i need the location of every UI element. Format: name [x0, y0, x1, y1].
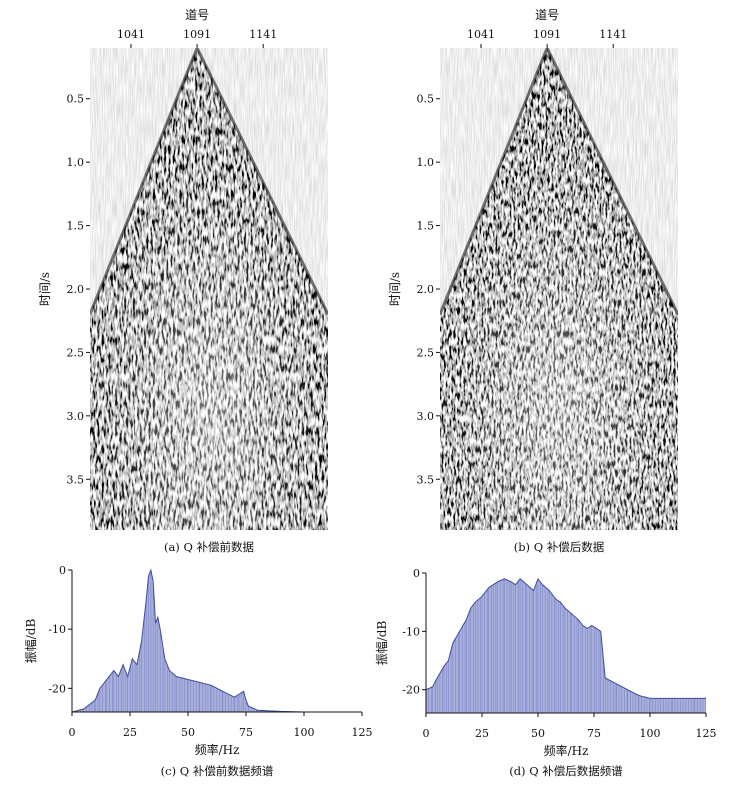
y-tick-label: 0.5 [417, 93, 435, 106]
spectrum-panel-d: 0 25 50 75 100 125 0 -10 -20 振幅/dB 频率/Hz (d) Q 补偿后数… [374, 567, 717, 778]
spectrum-panel-c: 0 25 50 75 100 125 0 -10 -20 振幅/dB 频率/Hz (c) Q 补偿前数… [23, 564, 373, 778]
panel-caption: (a) Q 补偿前数据 [164, 540, 255, 554]
x-tick-label: 1041 [117, 28, 145, 41]
x-tick-label: 75 [587, 727, 601, 740]
y-axis-title: 振幅/dB [374, 621, 389, 666]
seismic-panel-a: 1041 1091 1141 道号 0.5 1.0 1.5 2.0 2.5 3.0 3.5 时间/s (… [38, 8, 328, 554]
y-tick-label: 0 [413, 567, 420, 580]
y-tick-label: 1.5 [417, 220, 435, 233]
y-tick-label: -20 [48, 682, 66, 695]
x-axis-title: 频率/Hz [544, 743, 589, 758]
first-break-line [90, 48, 328, 316]
panel-caption: (d) Q 补偿后数据频谱 [509, 764, 623, 778]
x-tick-label: 25 [123, 726, 137, 739]
y-tick-label: -20 [402, 684, 420, 697]
y-axis-title: 时间/s [388, 272, 402, 306]
y-tick-label: 2.5 [417, 346, 435, 359]
y-tick-label: 0.5 [67, 93, 85, 106]
x-tick-label: 125 [696, 727, 717, 740]
x-tick-label: 50 [181, 726, 195, 739]
spectrum-area [426, 578, 706, 713]
seismic-panel-b: 1041 1091 1141 道号 0.5 1.0 1.5 2.0 2.5 3.0 3.5 时间/s (… [388, 8, 678, 554]
panel-caption: (c) Q 补偿前数据频谱 [161, 764, 274, 778]
y-tick-label: 3.0 [417, 410, 435, 423]
x-tick-label: 1141 [249, 28, 277, 41]
x-tick-label: 50 [531, 727, 545, 740]
y-tick-label: 1.0 [417, 156, 435, 169]
x-tick-label: 0 [69, 726, 76, 739]
x-tick-label: 1141 [599, 28, 627, 41]
x-tick-label: 100 [294, 726, 315, 739]
x-tick-label: 25 [475, 727, 489, 740]
spectrum-line [71, 568, 362, 713]
panel-caption: (b) Q 补偿后数据 [514, 540, 605, 554]
y-tick-label: 0 [59, 564, 66, 577]
y-tick-label: 2.5 [67, 346, 85, 359]
y-tick-label: 3.5 [417, 473, 435, 486]
y-tick-label: 1.5 [67, 220, 85, 233]
x-axis-title: 道号 [535, 8, 559, 22]
y-tick-label: 1.0 [67, 156, 85, 169]
x-axis-title: 道号 [185, 8, 209, 22]
y-tick-label: 3.5 [67, 473, 85, 486]
x-tick-label: 1041 [467, 28, 495, 41]
x-tick-label: 1091 [533, 28, 561, 41]
y-axis-title: 振幅/dB [23, 619, 38, 664]
y-tick-label: -10 [48, 623, 66, 636]
x-tick-label: 75 [239, 726, 253, 739]
x-tick-label: 1091 [183, 28, 211, 41]
y-tick-label: 2.0 [417, 283, 435, 296]
first-break-line [440, 48, 678, 316]
x-tick-label: 125 [352, 726, 373, 739]
y-axis-title: 时间/s [38, 272, 52, 306]
x-tick-label: 0 [423, 727, 430, 740]
x-axis-title: 频率/Hz [195, 742, 240, 757]
y-tick-label: 2.0 [67, 283, 85, 296]
x-tick-label: 100 [640, 727, 661, 740]
spectrum-line [425, 577, 706, 699]
y-tick-label: -10 [402, 625, 420, 638]
y-tick-label: 3.0 [67, 410, 85, 423]
